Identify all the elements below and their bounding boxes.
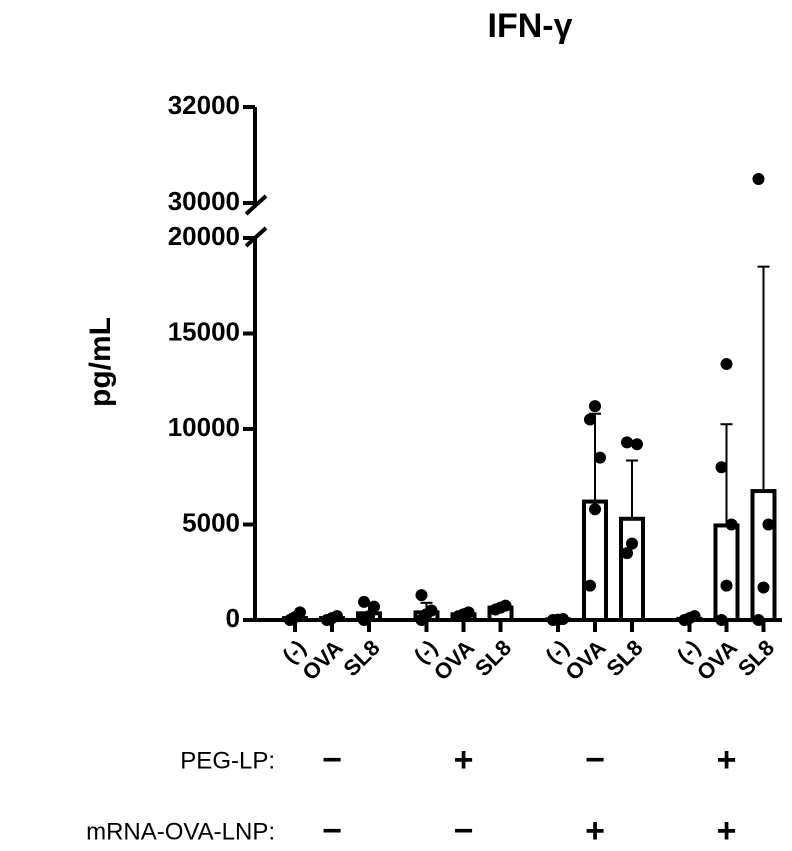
chart-title: IFN-γ xyxy=(488,7,573,45)
data-point xyxy=(584,413,596,426)
data-point xyxy=(358,595,370,608)
data-point xyxy=(331,610,343,623)
treatment-sign: + xyxy=(585,812,605,850)
bar xyxy=(582,499,608,622)
x-tick-label: OVA xyxy=(560,635,610,685)
treatment-sign: − xyxy=(322,812,342,850)
data-point xyxy=(499,599,512,612)
treatment-sign: − xyxy=(322,741,342,779)
y-tick-label: 32000 xyxy=(168,90,240,120)
treatment-sign: − xyxy=(454,812,474,850)
data-point xyxy=(294,606,306,619)
treatment-sign: + xyxy=(454,741,474,779)
x-tick-label: OVA xyxy=(429,635,479,685)
y-tick-label: 10000 xyxy=(168,412,240,442)
y-tick-label: 0 xyxy=(226,603,240,633)
data-point xyxy=(462,606,475,619)
data-point xyxy=(368,600,380,613)
treatment-label: mRNA-OVA-LNP: xyxy=(86,818,275,845)
axis-break xyxy=(244,194,268,216)
y-tick-label: 5000 xyxy=(182,507,240,537)
data-point xyxy=(584,579,596,592)
treatment-sign: + xyxy=(717,812,737,850)
x-tick-label: OVA xyxy=(297,635,347,685)
data-point xyxy=(363,610,375,623)
data-point xyxy=(425,604,438,617)
data-point xyxy=(621,436,633,449)
data-point xyxy=(725,518,738,531)
axis-break xyxy=(244,226,268,248)
x-tick-label: OVA xyxy=(692,635,742,685)
data-point xyxy=(720,579,733,592)
bar xyxy=(619,516,645,623)
bar xyxy=(750,489,777,623)
data-point xyxy=(631,438,643,451)
y-tick-label: 20000 xyxy=(168,221,240,251)
data-point xyxy=(720,358,733,371)
data-point xyxy=(589,503,601,516)
y-tick-label: 30000 xyxy=(168,186,240,216)
y-tick-label: 15000 xyxy=(168,316,240,346)
data-point xyxy=(688,610,701,623)
data-point xyxy=(715,461,728,474)
data-point xyxy=(589,400,601,413)
data-point xyxy=(594,451,606,464)
treatment-sign: − xyxy=(585,741,605,779)
data-point xyxy=(415,589,428,602)
x-tick-label: SL8 xyxy=(470,635,516,681)
bar xyxy=(713,523,740,623)
x-tick-label: SL8 xyxy=(601,635,647,681)
data-point xyxy=(752,173,765,185)
data-point xyxy=(757,581,770,594)
data-point xyxy=(626,537,638,550)
treatment-sign: + xyxy=(717,741,737,779)
data-point xyxy=(762,518,775,531)
treatment-label: PEG-LP: xyxy=(180,747,275,774)
data-point xyxy=(621,547,633,560)
y-axis-label: pg/mL xyxy=(84,317,117,407)
x-tick-label: SL8 xyxy=(733,635,779,681)
x-tick-label: SL8 xyxy=(338,635,384,681)
